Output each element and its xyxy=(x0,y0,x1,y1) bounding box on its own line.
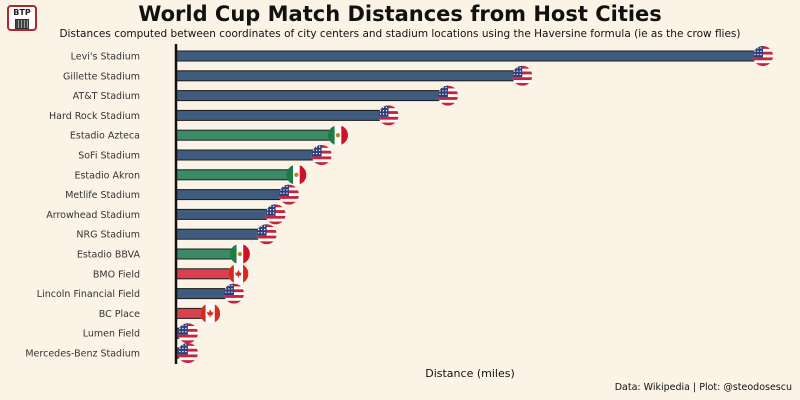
bar xyxy=(175,70,523,82)
usa-flag-icon xyxy=(437,85,458,106)
usa-flag-icon xyxy=(753,46,773,66)
chart-title: World Cup Match Distances from Host Citi… xyxy=(138,2,662,26)
y-tick-label: BMO Field xyxy=(93,269,140,280)
x-axis-label: Distance (miles) xyxy=(425,367,515,380)
mexico-flag-icon xyxy=(229,244,250,264)
mexico-flag-icon xyxy=(286,164,307,185)
bar xyxy=(175,50,764,62)
usa-flag-icon xyxy=(378,105,399,126)
y-tick-label: Lincoln Financial Field xyxy=(37,289,140,300)
usa-flag-icon xyxy=(177,343,198,363)
y-tick-label: BC Place xyxy=(99,309,140,320)
logo: BTP xyxy=(7,5,37,31)
y-tick-label: SoFi Stadium xyxy=(78,151,140,162)
y-tick-label: AT&T Stadium xyxy=(73,91,140,102)
bar xyxy=(175,208,277,220)
y-tick-label: Estadio Akron xyxy=(74,170,140,181)
canada-flag-icon xyxy=(200,303,221,324)
usa-flag-icon xyxy=(311,145,332,165)
bar xyxy=(175,109,390,121)
chart-subtitle: Distances computed between coordinates o… xyxy=(59,28,741,40)
logo-grid-icon xyxy=(15,19,29,29)
usa-flag-icon xyxy=(177,323,198,344)
y-tick-label: Mercedes-Benz Stadium xyxy=(25,349,140,360)
y-tick-label: Levi's Stadium xyxy=(71,52,140,63)
mexico-flag-icon xyxy=(327,125,348,146)
chart-caption: Data: Wikipedia | Plot: @steodosescu xyxy=(614,382,792,393)
canada-flag-icon xyxy=(228,263,249,284)
y-tick-label: NRG Stadium xyxy=(76,230,140,241)
usa-flag-icon xyxy=(256,224,277,245)
usa-flag-icon xyxy=(265,204,286,225)
bar xyxy=(175,129,339,141)
usa-flag-icon xyxy=(512,65,533,86)
y-tick-label: Lumen Field xyxy=(83,329,140,340)
usa-flag-icon xyxy=(278,184,299,205)
y-tick-label: Metlife Stadium xyxy=(65,190,140,201)
bar xyxy=(175,169,297,181)
logo-text: BTP xyxy=(13,8,31,17)
bar xyxy=(175,189,290,201)
y-tick-label: Estadio BBVA xyxy=(77,250,141,261)
bar xyxy=(175,149,323,161)
y-tick-label: Gillette Stadium xyxy=(63,71,140,82)
y-tick-label: Estadio Azteca xyxy=(70,131,140,142)
bar xyxy=(175,228,268,240)
y-tick-label: Hard Rock Stadium xyxy=(49,111,140,122)
bar xyxy=(175,90,449,102)
usa-flag-icon xyxy=(223,283,244,304)
y-tick-label: Arrowhead Stadium xyxy=(46,210,140,221)
